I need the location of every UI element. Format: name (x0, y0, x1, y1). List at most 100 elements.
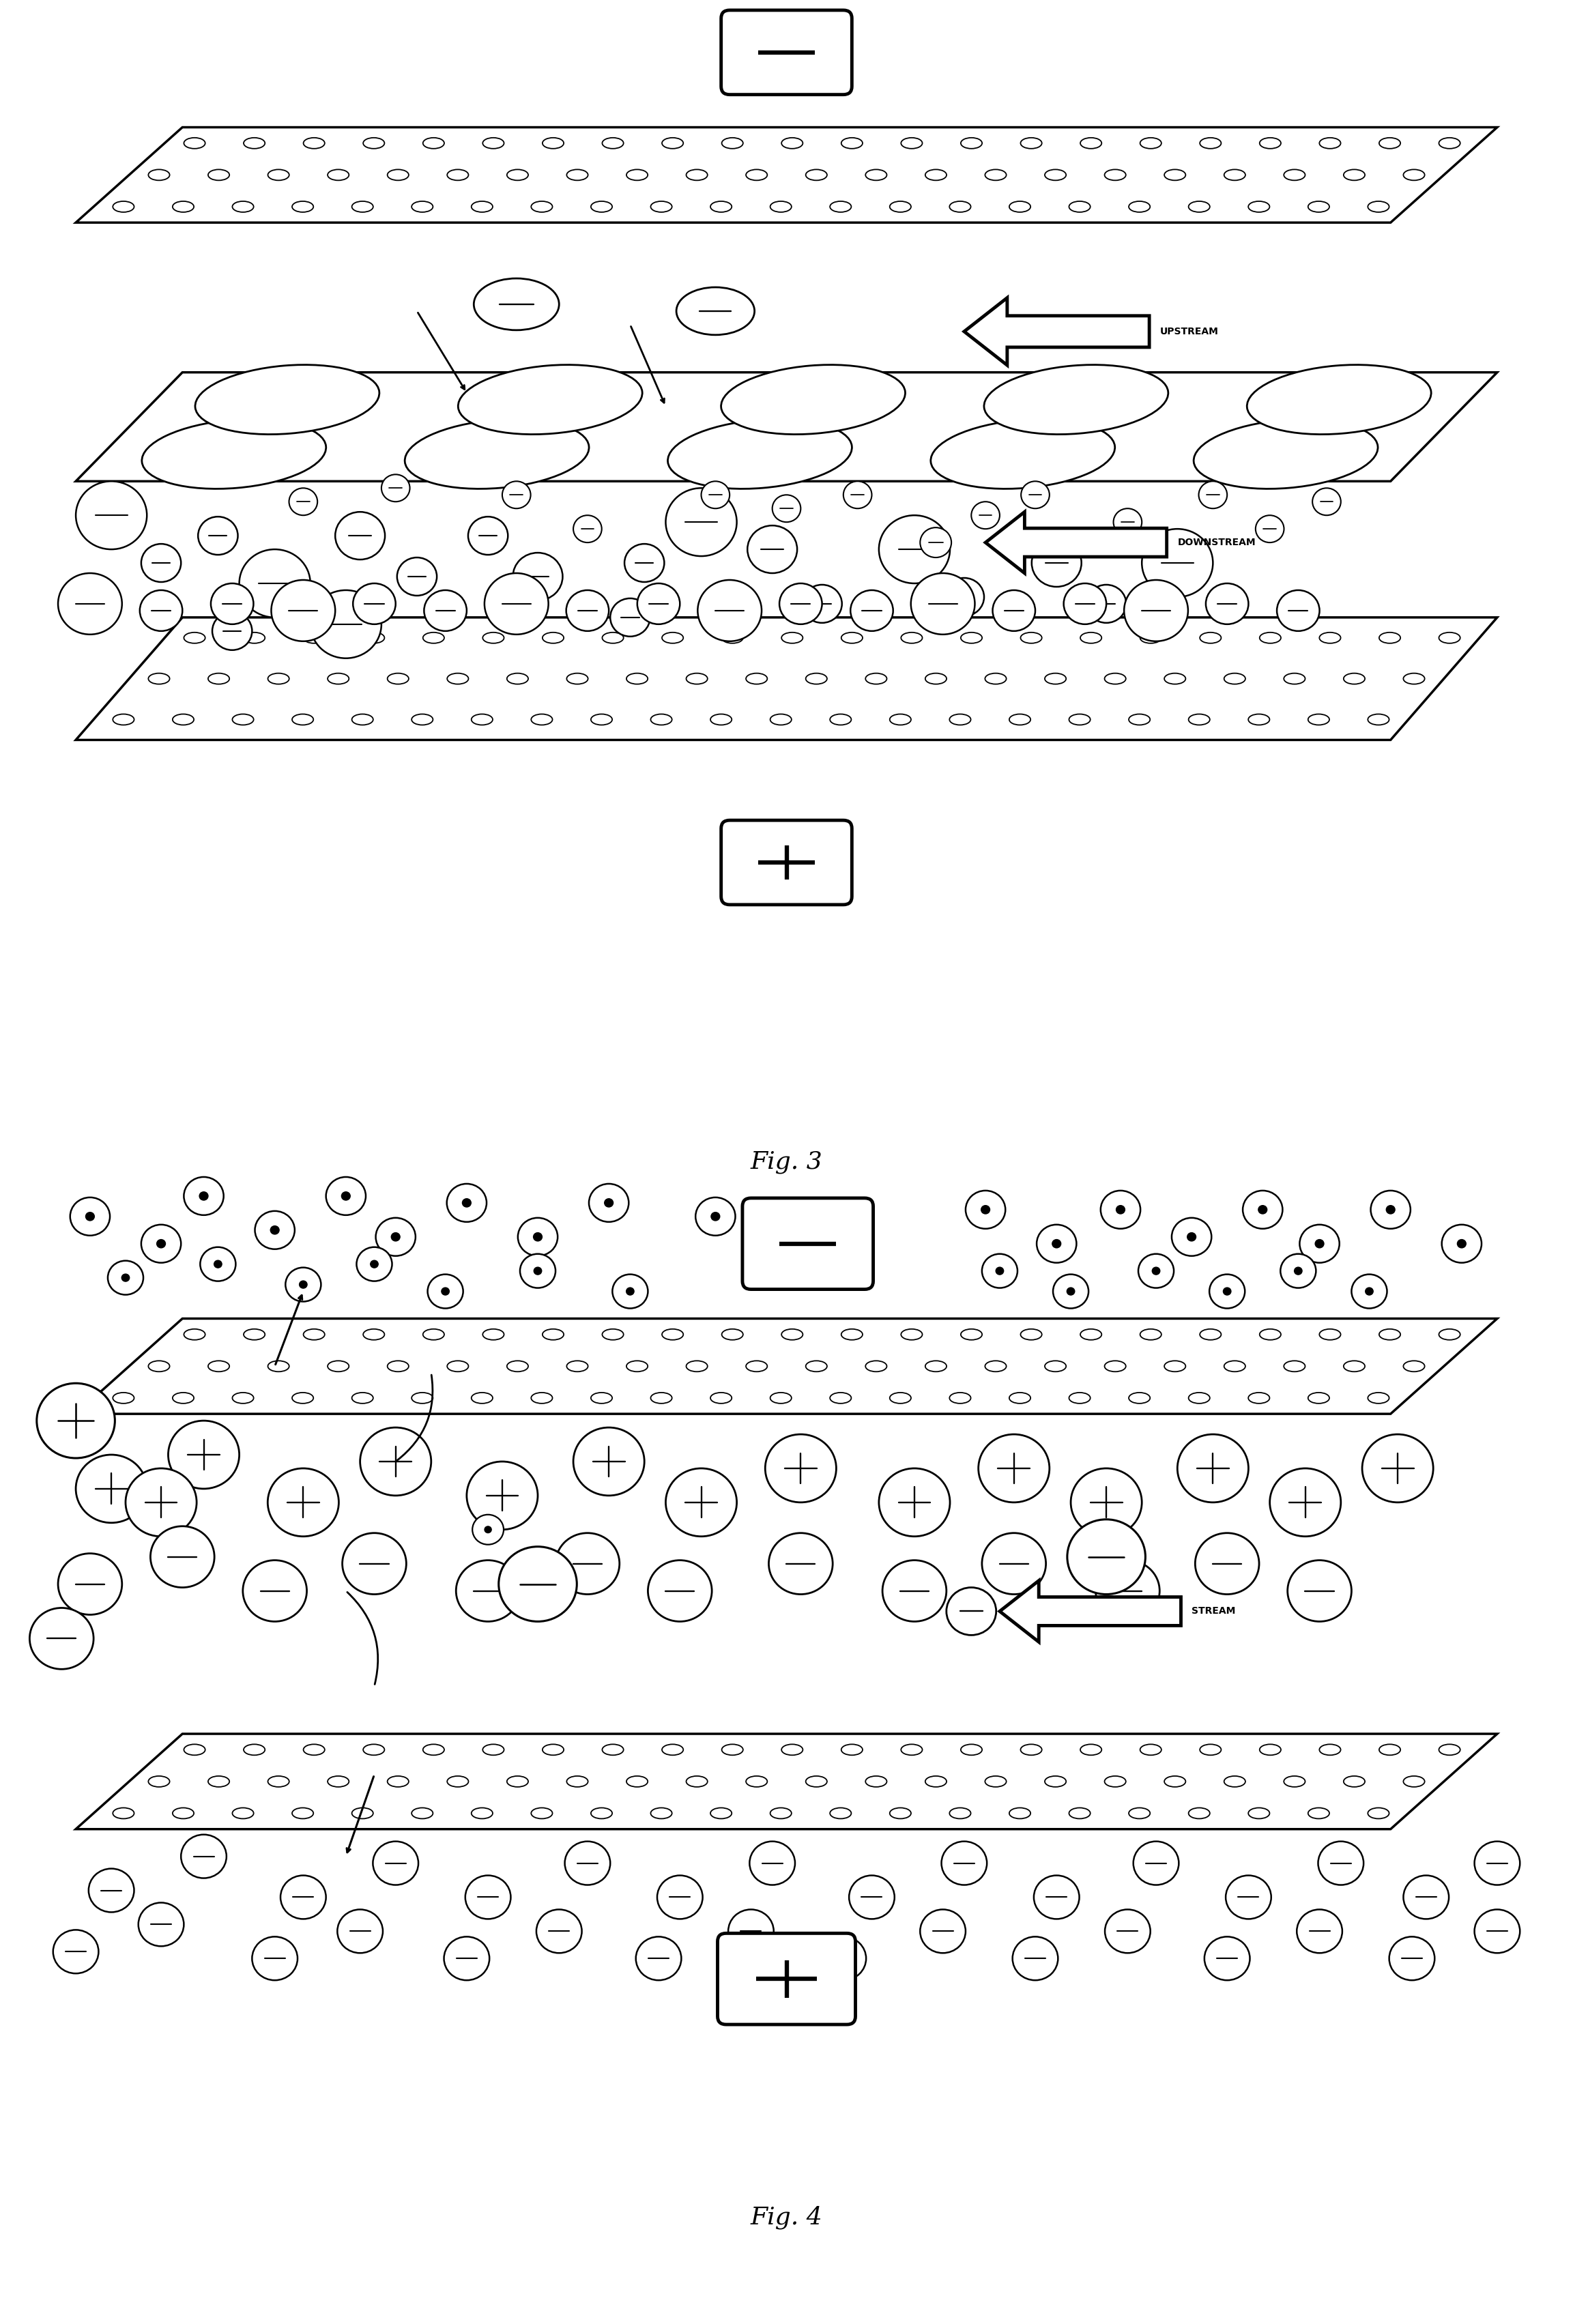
Circle shape (1365, 1287, 1373, 1294)
Circle shape (1117, 1206, 1125, 1213)
Circle shape (456, 1559, 521, 1622)
Circle shape (1362, 1434, 1433, 1501)
Circle shape (85, 1213, 94, 1220)
Circle shape (1403, 1875, 1449, 1920)
Circle shape (310, 590, 381, 658)
Circle shape (1063, 583, 1106, 625)
Circle shape (565, 1841, 610, 1885)
Circle shape (1101, 1190, 1140, 1229)
Circle shape (635, 1936, 681, 1980)
Circle shape (1206, 583, 1249, 625)
Circle shape (1133, 1841, 1178, 1885)
Circle shape (702, 481, 730, 509)
Circle shape (1269, 1469, 1340, 1536)
Text: Fig. 3: Fig. 3 (750, 1150, 823, 1174)
Circle shape (352, 583, 396, 625)
Circle shape (941, 1841, 986, 1885)
Circle shape (1205, 1936, 1251, 1980)
Circle shape (181, 1834, 227, 1878)
Circle shape (573, 516, 602, 541)
Circle shape (612, 1274, 648, 1308)
Ellipse shape (676, 288, 755, 335)
Circle shape (36, 1383, 115, 1457)
Polygon shape (76, 128, 1497, 223)
Circle shape (469, 516, 508, 555)
Ellipse shape (195, 365, 379, 435)
Circle shape (271, 581, 335, 641)
Circle shape (168, 1420, 239, 1490)
Circle shape (126, 1469, 197, 1536)
Circle shape (392, 1232, 400, 1241)
Circle shape (467, 1462, 538, 1529)
Circle shape (1114, 509, 1142, 537)
Circle shape (341, 1192, 351, 1199)
Circle shape (1177, 1434, 1249, 1501)
Circle shape (518, 1218, 558, 1255)
Circle shape (1288, 1559, 1351, 1622)
Circle shape (484, 1527, 491, 1534)
Circle shape (1066, 1520, 1145, 1594)
Circle shape (198, 516, 238, 555)
Circle shape (521, 1255, 555, 1287)
Circle shape (1087, 586, 1126, 623)
Circle shape (978, 1434, 1049, 1501)
Circle shape (533, 1267, 541, 1274)
Circle shape (335, 511, 385, 560)
FancyBboxPatch shape (720, 9, 853, 95)
Circle shape (1280, 1255, 1317, 1287)
Circle shape (851, 590, 893, 632)
Circle shape (151, 1527, 214, 1587)
Ellipse shape (404, 418, 588, 488)
Circle shape (499, 1545, 577, 1622)
Circle shape (239, 548, 310, 618)
Circle shape (280, 1875, 326, 1920)
Circle shape (1351, 1274, 1387, 1308)
Circle shape (267, 1469, 338, 1536)
Circle shape (462, 1199, 470, 1206)
Circle shape (484, 574, 549, 634)
Polygon shape (1000, 1580, 1181, 1643)
Circle shape (1021, 481, 1049, 509)
FancyBboxPatch shape (742, 1199, 873, 1290)
Circle shape (982, 1255, 1018, 1287)
Circle shape (993, 590, 1035, 632)
Circle shape (1104, 1910, 1150, 1952)
Circle shape (142, 544, 181, 581)
Circle shape (76, 1455, 146, 1522)
Circle shape (750, 1841, 794, 1885)
Circle shape (1096, 1559, 1159, 1622)
Circle shape (911, 574, 975, 634)
Circle shape (138, 1903, 184, 1945)
Circle shape (610, 597, 650, 637)
Circle shape (1013, 1936, 1059, 1980)
Circle shape (242, 1559, 307, 1622)
Circle shape (1277, 590, 1320, 632)
Text: UPSTREAM: UPSTREAM (1159, 328, 1219, 337)
Ellipse shape (931, 418, 1115, 488)
Circle shape (396, 558, 437, 595)
Circle shape (200, 1248, 236, 1281)
Circle shape (1243, 1190, 1282, 1229)
Circle shape (1033, 1875, 1079, 1920)
Circle shape (357, 1248, 392, 1281)
Circle shape (255, 1211, 294, 1248)
Circle shape (920, 1910, 966, 1952)
Circle shape (326, 1176, 367, 1215)
Circle shape (982, 1534, 1046, 1594)
Text: Fig. 4: Fig. 4 (750, 2205, 823, 2229)
Circle shape (1125, 581, 1188, 641)
Circle shape (513, 553, 563, 600)
Circle shape (1052, 1274, 1089, 1308)
Circle shape (373, 1841, 418, 1885)
Circle shape (996, 1267, 1004, 1274)
Polygon shape (986, 511, 1167, 574)
Circle shape (76, 481, 146, 548)
Circle shape (779, 583, 823, 625)
Circle shape (1386, 1206, 1395, 1213)
Circle shape (1066, 1287, 1074, 1294)
Circle shape (944, 579, 985, 616)
Circle shape (849, 1875, 895, 1920)
Circle shape (1318, 1841, 1364, 1885)
Circle shape (1224, 1287, 1232, 1294)
Circle shape (821, 1936, 867, 1980)
